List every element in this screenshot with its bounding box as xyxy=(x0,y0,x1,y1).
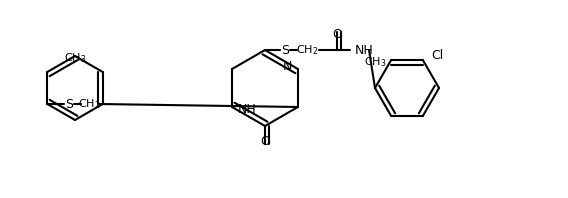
Text: O: O xyxy=(332,28,342,41)
Text: NH: NH xyxy=(238,103,257,115)
Text: CH$_2$: CH$_2$ xyxy=(78,97,101,111)
Text: S: S xyxy=(281,44,289,56)
Text: Cl: Cl xyxy=(431,49,443,62)
Text: S: S xyxy=(65,97,73,110)
Text: N: N xyxy=(282,61,292,73)
Text: CH$_3$: CH$_3$ xyxy=(64,51,86,65)
Text: NH: NH xyxy=(355,44,374,56)
Text: O: O xyxy=(260,135,270,148)
Text: CH$_3$: CH$_3$ xyxy=(364,55,386,69)
Text: CH$_2$: CH$_2$ xyxy=(296,43,318,57)
